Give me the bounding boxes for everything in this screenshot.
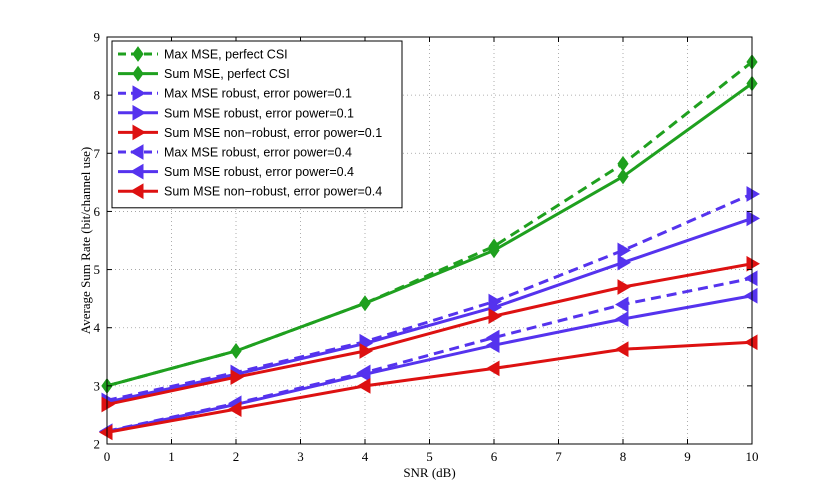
data-point	[617, 242, 631, 259]
legend-label: Max MSE robust, error power=0.1	[164, 87, 352, 101]
legend-label: Max MSE, perfect CSI	[164, 48, 288, 62]
y-tick-label: 2	[94, 437, 101, 452]
data-point	[99, 424, 113, 441]
legend-marker	[130, 144, 144, 160]
x-tick-label: 5	[426, 449, 433, 464]
y-tick-label: 6	[94, 204, 101, 219]
series-8	[99, 334, 758, 441]
series-line	[106, 294, 753, 434]
data-point	[228, 401, 242, 417]
series-4	[101, 210, 760, 411]
data-point	[617, 254, 631, 271]
x-axis-title: SNR (dB)	[403, 465, 455, 480]
y-tick-label: 4	[94, 320, 101, 335]
data-point	[357, 366, 371, 383]
legend-box	[111, 40, 403, 209]
data-point	[617, 155, 629, 172]
x-tick-label: 6	[491, 449, 498, 464]
legend-label: Max MSE robust, error power=0.4	[164, 146, 352, 160]
data-point	[101, 396, 115, 413]
y-tick-label: 5	[94, 262, 101, 277]
x-tick-label: 3	[297, 449, 304, 464]
legend-marker	[132, 85, 146, 102]
data-point	[744, 270, 758, 287]
series-line	[106, 192, 753, 402]
legend-marker	[132, 124, 146, 141]
series-line	[106, 60, 753, 388]
x-tick-label: 8	[620, 449, 627, 464]
data-point	[744, 334, 758, 351]
data-point	[615, 311, 629, 327]
legend-label: Sum MSE, perfect CSI	[164, 67, 290, 81]
legend-marker	[130, 183, 144, 200]
series-line	[106, 82, 753, 388]
data-point	[230, 343, 242, 359]
x-tick-label: 7	[555, 449, 562, 464]
legend-marker	[130, 163, 144, 180]
legend-label: Sum MSE non−robust, error power=0.4	[164, 185, 382, 199]
data-point	[746, 210, 760, 227]
series-line	[106, 340, 753, 434]
axis-ticks: 0 1 2 3 4 5 6 7 8 9 10 2 3 4 5 6 7 8 9	[94, 30, 759, 465]
x-tick-label: 9	[684, 449, 691, 464]
data-point	[486, 360, 500, 377]
y-tick-label: 9	[94, 30, 101, 45]
series-line	[106, 276, 753, 433]
y-tick-label: 7	[94, 146, 101, 161]
series-group	[99, 54, 760, 441]
data-point	[746, 255, 760, 272]
y-tick-label: 8	[94, 88, 101, 103]
data-point	[744, 287, 758, 304]
series-line	[106, 216, 753, 404]
data-point	[486, 337, 500, 354]
x-tick-label: 4	[362, 449, 369, 464]
legend-marker	[132, 65, 144, 82]
y-axis-title: Average Sum Rate (bit/channel use)	[78, 147, 93, 334]
legend-marker	[132, 104, 146, 121]
series-5	[101, 255, 760, 413]
x-tick-label: 1	[168, 449, 175, 464]
y-tick-label: 3	[94, 378, 101, 393]
data-point	[617, 168, 629, 185]
x-tick-label: 2	[233, 449, 240, 464]
data-point	[746, 186, 760, 202]
data-point	[617, 279, 631, 295]
data-point	[488, 308, 502, 324]
series-2	[101, 75, 758, 394]
legend-label: Sum MSE robust, error power=0.4	[164, 165, 354, 179]
legend-marker	[132, 46, 144, 62]
legend-label: Sum MSE non−robust, error power=0.1	[164, 126, 382, 140]
data-point	[615, 341, 629, 358]
series-7	[99, 287, 758, 440]
x-tick-label: 0	[104, 449, 111, 464]
legend-label: Sum MSE robust, error power=0.1	[164, 106, 354, 120]
data-point	[488, 242, 500, 259]
data-point	[615, 296, 629, 313]
x-tick-label: 10	[746, 449, 759, 464]
series-line	[106, 262, 753, 406]
data-point	[230, 369, 244, 386]
data-point	[359, 343, 373, 359]
legend: Max MSE, perfect CSI Sum MSE, perfect CSI…	[111, 40, 403, 209]
data-point	[357, 377, 371, 394]
data-point	[359, 295, 371, 312]
